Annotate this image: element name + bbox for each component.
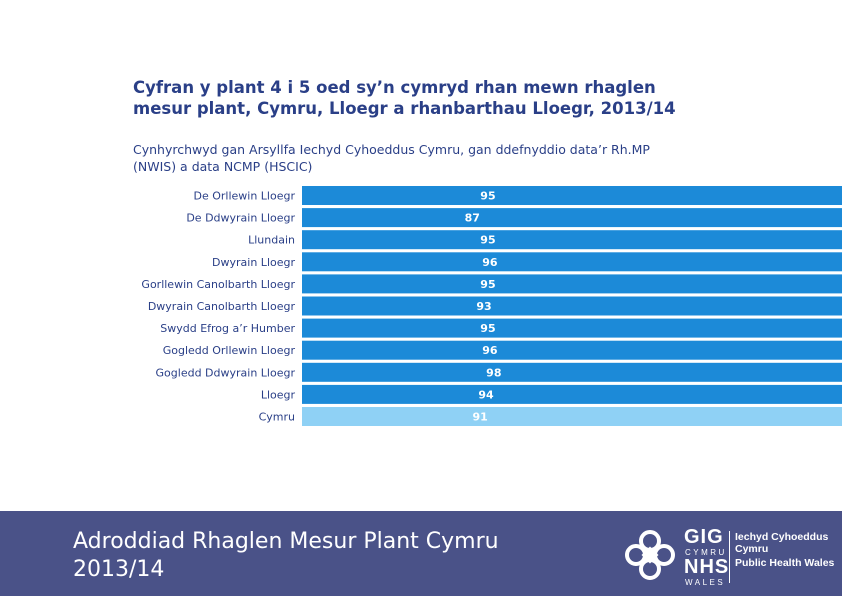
data-label: 95: [480, 234, 495, 247]
bar: [302, 340, 842, 360]
logo-org-name-welsh: Iechyd Cyhoeddus Cymru: [735, 531, 829, 555]
page-subtitle: Cynhyrchwyd gan Arsyllfa Iechyd Cyhoeddu…: [133, 142, 650, 174]
data-label: 91: [472, 411, 487, 424]
data-label: 87: [465, 212, 480, 225]
category-label: Dwyrain Canolbarth Lloegr: [148, 300, 296, 313]
data-label: 93: [476, 300, 491, 313]
logo-wales-text: WALES: [685, 578, 726, 587]
category-label: De Ddwyrain Lloegr: [186, 212, 295, 225]
footer: Adroddiad Rhaglen Mesur Plant Cymru 2013…: [0, 511, 842, 596]
celtic-knot-icon: [625, 530, 675, 580]
bar: [302, 362, 842, 382]
category-label: Swydd Efrog a’r Humber: [160, 322, 295, 335]
footer-title: Adroddiad Rhaglen Mesur Plant Cymru 2013…: [73, 529, 499, 582]
bar: [302, 274, 842, 294]
category-label: Lloegr: [261, 388, 296, 401]
logo-nhs-text: NHS: [684, 556, 730, 578]
data-label: 98: [486, 366, 501, 379]
bar: [302, 208, 842, 228]
bar: [302, 296, 842, 316]
category-label: Cymru: [259, 411, 295, 424]
category-label: Gorllewin Canolbarth Lloegr: [141, 278, 295, 291]
bar: [302, 186, 842, 205]
bar: [302, 407, 842, 426]
logo-divider: [729, 531, 730, 583]
category-label: Llundain: [248, 234, 295, 247]
bar: [302, 252, 842, 272]
bar: [302, 230, 842, 250]
category-label: Gogledd Ddwyrain Lloegr: [156, 366, 296, 379]
category-label: Gogledd Orllewin Lloegr: [163, 344, 296, 357]
data-label: 95: [480, 278, 495, 291]
category-label: De Orllewin Lloegr: [193, 190, 295, 203]
bar: [302, 384, 842, 404]
logo-org-name-english: Public Health Wales: [735, 557, 835, 569]
page-title: Cyfran y plant 4 i 5 oed sy’n cymryd rha…: [133, 78, 676, 118]
data-label: 95: [480, 322, 495, 335]
logo-cymru-text: CYMRU: [685, 548, 727, 557]
data-label: 96: [482, 344, 498, 357]
category-label: Dwyrain Lloegr: [212, 256, 295, 269]
bar-chart: De Orllewin Lloegr 95 De Ddwyrain Lloegr 87…: [141, 186, 842, 426]
data-label: 96: [482, 256, 498, 269]
bar: [302, 318, 842, 338]
data-label: 95: [480, 190, 495, 203]
data-label: 94: [478, 388, 494, 401]
logo-gig-text: GIG: [684, 526, 724, 548]
